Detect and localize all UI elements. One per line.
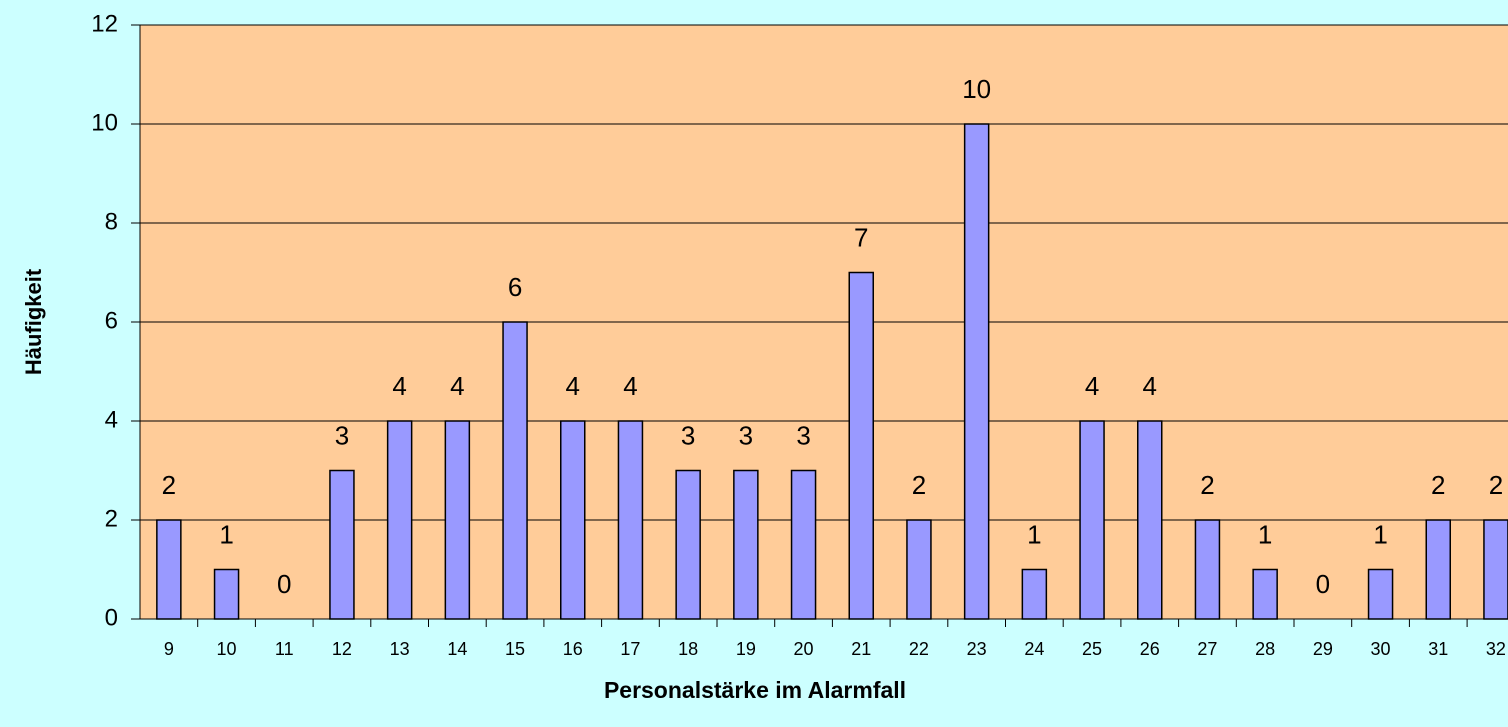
- x-tick-label: 12: [332, 639, 352, 659]
- y-tick-label: 4: [105, 406, 118, 433]
- bar: [617, 420, 644, 620]
- y-tick-label: 8: [105, 208, 118, 235]
- bar: [1425, 519, 1451, 620]
- x-tick-label: 14: [447, 639, 467, 659]
- x-tick-label: 15: [505, 639, 525, 659]
- bar: [1194, 519, 1221, 620]
- bar: [1252, 568, 1278, 620]
- bar: [906, 519, 932, 620]
- x-tick-label: 30: [1371, 639, 1391, 659]
- data-label: 0: [1316, 569, 1330, 599]
- y-axis-title: Häufigkeit: [21, 268, 46, 375]
- bar: [386, 420, 413, 620]
- bar: [963, 123, 990, 620]
- data-label: 0: [277, 569, 291, 599]
- data-label: 10: [962, 74, 991, 104]
- x-tick-label: 23: [967, 639, 987, 659]
- x-tick-label: 9: [164, 639, 174, 659]
- data-label: 3: [739, 420, 753, 450]
- x-tick-label: 28: [1255, 639, 1275, 659]
- data-label: 4: [392, 371, 406, 401]
- bar: [790, 469, 817, 620]
- x-tick-label: 22: [909, 639, 929, 659]
- data-label: 4: [1143, 371, 1157, 401]
- bar: [1483, 519, 1508, 620]
- x-tick-label: 21: [851, 639, 871, 659]
- bar: [733, 469, 759, 620]
- bar: [1021, 568, 1048, 620]
- x-tick-label: 31: [1428, 639, 1448, 659]
- bar: [848, 271, 874, 620]
- x-tick-label: 25: [1082, 639, 1102, 659]
- data-label: 3: [796, 420, 810, 450]
- data-label: 1: [219, 519, 233, 549]
- data-label: 4: [1085, 371, 1099, 401]
- x-tick-label: 19: [736, 639, 756, 659]
- data-label: 2: [1489, 470, 1503, 500]
- data-label: 2: [162, 470, 176, 500]
- x-tick-label: 11: [275, 639, 294, 659]
- x-tick-label: 29: [1313, 639, 1333, 659]
- data-label: 4: [566, 371, 580, 401]
- x-tick-label: 24: [1024, 639, 1044, 659]
- y-tick-label: 2: [105, 505, 118, 532]
- data-label: 1: [1373, 519, 1387, 549]
- bar: [560, 420, 586, 620]
- bar: [1137, 420, 1163, 620]
- y-tick-label: 0: [105, 604, 118, 631]
- data-label: 6: [508, 272, 522, 302]
- x-tick-label: 20: [794, 639, 814, 659]
- bar: [502, 321, 528, 620]
- bar: [675, 469, 701, 620]
- bar: [1367, 568, 1394, 620]
- x-tick-label: 13: [390, 639, 410, 659]
- x-tick-label: 26: [1140, 639, 1160, 659]
- data-label: 3: [681, 420, 695, 450]
- bar: [1079, 420, 1105, 620]
- data-label: 1: [1027, 519, 1041, 549]
- data-label: 1: [1258, 519, 1272, 549]
- bar: [156, 519, 182, 620]
- y-tick-label: 6: [105, 307, 118, 334]
- data-label: 2: [1200, 470, 1214, 500]
- data-label: 2: [912, 470, 926, 500]
- y-tick-label: 12: [91, 10, 118, 37]
- x-tick-label: 18: [678, 639, 698, 659]
- data-label: 4: [450, 371, 464, 401]
- bar: [329, 469, 355, 620]
- x-tick-label: 16: [563, 639, 583, 659]
- data-label: 3: [335, 420, 349, 450]
- x-tick-label: 17: [620, 639, 640, 659]
- data-label: 7: [854, 222, 868, 252]
- x-tick-label: 32: [1486, 639, 1506, 659]
- x-tick-label: 10: [217, 639, 237, 659]
- data-label: 2: [1431, 470, 1445, 500]
- data-label: 4: [623, 371, 637, 401]
- x-tick-label: 27: [1197, 639, 1217, 659]
- bar: [444, 420, 471, 620]
- y-tick-label: 10: [91, 109, 118, 136]
- bar: [213, 568, 240, 620]
- x-axis-title: Personalstärke im Alarmfall: [604, 677, 906, 703]
